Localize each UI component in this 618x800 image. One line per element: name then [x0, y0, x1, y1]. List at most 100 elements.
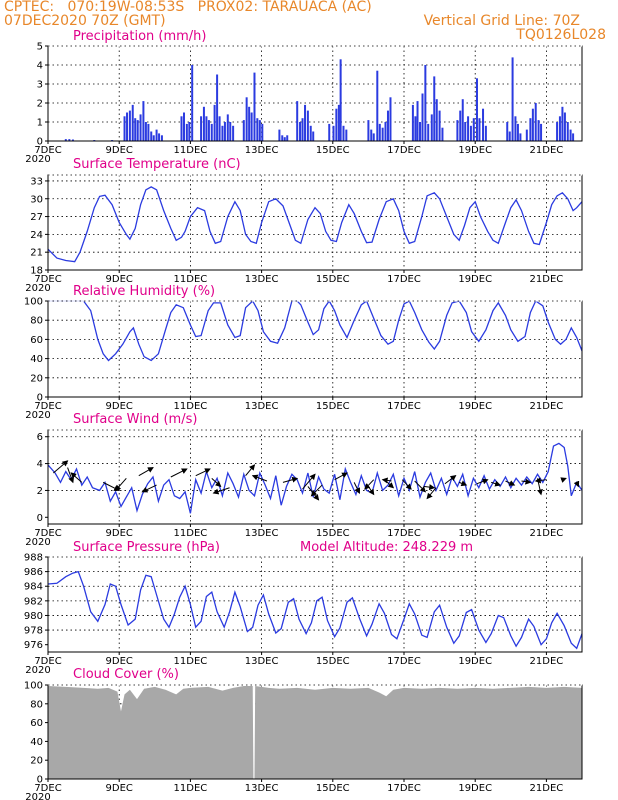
precip-bar	[200, 116, 203, 141]
year-label: 2020	[25, 283, 50, 294]
precip-bar	[71, 139, 74, 141]
precip-bar	[202, 106, 205, 141]
wind-arrow	[141, 484, 157, 493]
year-label: 2020	[25, 792, 50, 800]
x-tick-label: 21DEC	[530, 528, 564, 539]
precip-bar	[516, 123, 519, 141]
precip-bar	[467, 116, 470, 141]
y-tick-label: 2	[37, 486, 43, 497]
x-tick-label: 17DEC	[387, 401, 421, 412]
wind-arrow	[401, 479, 412, 490]
precip-bar	[182, 112, 185, 141]
precip-bar	[441, 127, 444, 141]
precip-bar	[519, 133, 522, 141]
run-date: 07DEC2020 70Z (GMT)	[4, 13, 166, 29]
x-tick-label: 15DEC	[316, 401, 350, 412]
y-tick-label: 100	[24, 297, 43, 308]
y-tick-label: 80	[30, 699, 43, 710]
y-tick-label: 984	[24, 582, 43, 593]
wind-arrow	[67, 467, 75, 484]
precip-bar	[281, 135, 284, 141]
precip-bar	[242, 120, 245, 141]
y-tick-label: 18	[30, 266, 43, 277]
x-tick-label: 19DEC	[458, 401, 492, 412]
wind-arrow	[381, 477, 392, 484]
y-tick-label: 978	[24, 626, 43, 637]
x-tick-label: 11DEC	[174, 145, 208, 156]
wind-arrow	[534, 477, 547, 484]
temp-title: Surface Temperature (nC)	[73, 157, 241, 172]
precip-bar	[131, 104, 134, 141]
precip-bar	[414, 116, 417, 141]
cloud-cover-area	[48, 685, 582, 779]
station-info: CPTEC: 070:19W-08:53S PROX02: TARAUACA (…	[4, 0, 372, 15]
precip-bar	[378, 123, 381, 141]
wind-arrow	[195, 468, 211, 477]
x-tick-label: 7DEC	[34, 783, 61, 794]
x-tick-label: 11DEC	[174, 401, 208, 412]
wind-arrow	[560, 477, 567, 483]
chart-header: CPTEC: 070:19W-08:53S PROX02: TARAUACA (…	[0, 0, 618, 50]
precip-bar	[529, 118, 532, 141]
precip-bar	[484, 125, 487, 141]
precip-bar	[180, 116, 183, 141]
wind-arrow	[353, 482, 360, 495]
x-tick-label: 19DEC	[458, 274, 492, 285]
x-tick-label: 19DEC	[458, 528, 492, 539]
precip-bar	[337, 104, 340, 141]
precip-bar	[205, 116, 208, 141]
wind-arrow	[476, 478, 489, 485]
precip-bar	[534, 103, 537, 141]
wind-arrow	[364, 479, 375, 490]
y-tick-label: 4	[37, 459, 43, 470]
precip-bar	[411, 104, 414, 141]
precip-bar	[309, 125, 312, 141]
precip-bar	[139, 114, 142, 141]
precip-bar	[301, 118, 304, 141]
precip-bar	[136, 120, 139, 141]
precip-bar	[433, 76, 436, 141]
y-tick-label: 24	[30, 230, 43, 241]
x-tick-label: 15DEC	[316, 656, 350, 667]
precip-bar	[299, 122, 302, 141]
y-tick-label: 27	[30, 212, 43, 223]
y-tick-label: 986	[24, 567, 43, 578]
precip-bar	[142, 101, 145, 141]
y-tick-label: 1	[37, 118, 43, 129]
precip-bar	[64, 139, 67, 141]
temp-panel: 18 21 24 27 30 33 7DEC 9DEC 11DEC 13DEC 15DEC 17DEC…	[25, 157, 583, 294]
y-tick-label: 0	[37, 513, 43, 524]
cloud-panel: 0 20 40 60 80 100 7DEC 9DEC 11DEC 13DEC 15DEC 17DEC…	[24, 667, 583, 800]
precip-bar	[482, 108, 485, 141]
year-label: 2020	[25, 537, 50, 548]
x-tick-label: 15DEC	[316, 783, 350, 794]
precip-bar	[253, 72, 256, 141]
x-tick-label: 15DEC	[316, 274, 350, 285]
precip-bar	[572, 133, 575, 141]
plot-frame	[47, 429, 583, 525]
precip-bar	[261, 123, 264, 141]
y-tick-label: 4	[37, 61, 43, 72]
precip-bar	[558, 116, 561, 141]
y-tick-label: 40	[30, 354, 43, 365]
x-tick-label: 21DEC	[530, 401, 564, 412]
precip-bar	[370, 129, 373, 141]
wind-arrow	[307, 486, 320, 501]
y-tick-label: 5	[37, 42, 43, 53]
precip-bar	[427, 123, 430, 141]
wind-arrow	[491, 480, 502, 487]
wind-series-line	[47, 442, 583, 514]
wind-arrow	[423, 484, 436, 491]
precip-bar	[540, 123, 543, 141]
model-altitude-label: Model Altitude: 248.229 m	[300, 540, 473, 555]
wind-arrow	[505, 480, 516, 486]
pressure-panel: 976 978 980 982 984 986 988 7DEC 9DEC 11DEC 13DEC 1…	[24, 540, 583, 676]
grid-note: Vertical Grid Line: 70Z	[423, 13, 580, 29]
x-tick-label: 11DEC	[174, 274, 208, 285]
x-tick-label: 17DEC	[387, 528, 421, 539]
y-tick-label: 6	[37, 432, 43, 443]
precip-bar	[367, 120, 370, 141]
y-tick-label: 21	[30, 248, 43, 259]
wind-arrow	[444, 475, 457, 485]
